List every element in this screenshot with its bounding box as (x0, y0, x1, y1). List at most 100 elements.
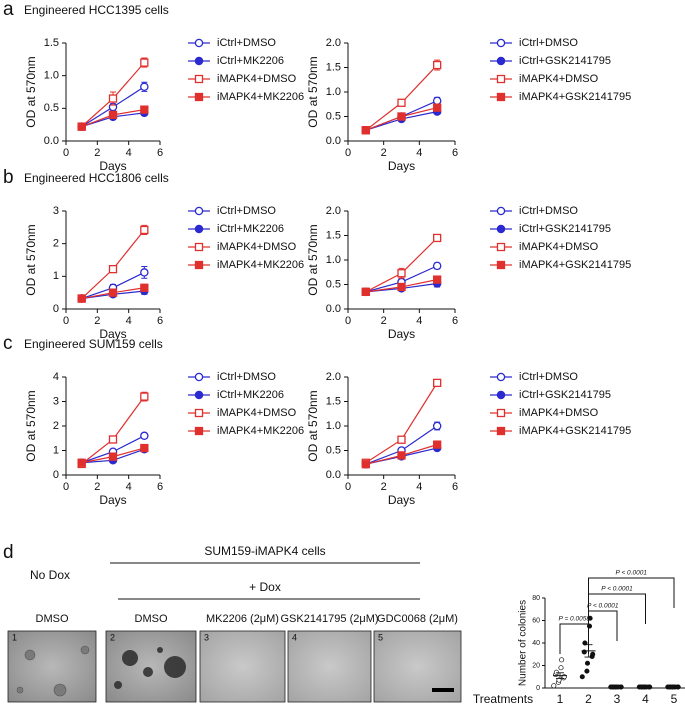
data-point (615, 684, 621, 690)
x-tick-label: 4 (416, 315, 422, 327)
legend-marker (194, 206, 204, 216)
marker (397, 282, 406, 292)
image-number: 4 (292, 632, 297, 642)
x-tick-label: 1 (557, 692, 564, 705)
data-point (672, 684, 678, 690)
x-tick-label: 4 (642, 692, 649, 705)
y-tick-label: 0.0 (326, 135, 341, 147)
marker (433, 440, 442, 449)
plus-dox: + Dox (249, 580, 281, 594)
x-axis-label: Days (99, 327, 126, 341)
legend-label: iMAPK4+DMSO (519, 241, 599, 253)
x-tick-label: 2 (585, 692, 592, 705)
marker (108, 94, 118, 103)
marker (77, 122, 86, 131)
colony (157, 647, 163, 653)
legend-marker (194, 390, 204, 400)
p-value: P < 0.0001 (601, 586, 633, 593)
legend-marker (496, 56, 506, 66)
x-tick-label: 3 (614, 692, 621, 705)
image-number: 2 (110, 632, 115, 642)
y-tick-label: 1 (53, 270, 59, 282)
marker (140, 392, 149, 401)
legend-marker (194, 372, 204, 382)
p-value: P < 0.0001 (616, 570, 648, 577)
data-point (586, 623, 593, 629)
marker (397, 269, 406, 278)
marker (140, 283, 149, 292)
data-point (559, 657, 565, 663)
y-tick-label: 2 (53, 238, 59, 250)
marker (397, 98, 406, 107)
x-tick-label: 6 (452, 481, 458, 493)
legend-marker (496, 38, 506, 48)
x-tick-label: 0 (345, 481, 351, 493)
marker (397, 435, 406, 444)
legend-marker (496, 372, 506, 382)
legend-marker (496, 92, 506, 102)
legend-label: iCtrl+MK2206 (217, 223, 284, 235)
y-tick-label: 2.0 (326, 205, 341, 217)
y-axis-label: Number of colonies (518, 600, 529, 686)
legend-marker (496, 224, 506, 234)
y-axis-label: OD at 570nm (24, 390, 38, 461)
legend-label: iCtrl+GSK2141795 (519, 55, 611, 67)
y-tick-label: 0 (53, 469, 59, 481)
legend-marker (194, 56, 204, 66)
legend-marker (194, 260, 204, 270)
y-axis-label: OD at 570nm (24, 56, 38, 127)
legend-label: iCtrl+GSK2141795 (519, 389, 611, 401)
data-point (584, 660, 591, 666)
x-tick-label: 6 (452, 315, 458, 327)
y-axis-label: OD at 570nm (306, 224, 320, 295)
marker (140, 82, 149, 92)
treatment-label: GDC0068 (2μM) (377, 613, 458, 625)
legend-marker (496, 426, 506, 436)
panel-label: c (3, 333, 13, 354)
data-point (610, 684, 616, 690)
y-axis-label: OD at 570nm (306, 56, 320, 127)
y-tick-label: 0.0 (326, 469, 341, 481)
micrograph (105, 630, 197, 703)
y-tick-label: 1.0 (44, 70, 59, 82)
x-tick-label: 0 (345, 315, 351, 327)
legend-marker (194, 426, 204, 436)
marker (77, 458, 86, 467)
colony (16, 686, 24, 694)
legend-marker (194, 408, 204, 418)
treatment-label: GSK2141795 (2μM) (280, 613, 378, 625)
marker (397, 451, 406, 460)
x-tick-label: 2 (94, 481, 100, 493)
y-tick-label: 3 (53, 395, 59, 407)
marker (432, 96, 442, 106)
x-tick-label: 4 (126, 315, 132, 327)
data-point (551, 683, 557, 689)
legend-marker (496, 74, 506, 84)
legend-label: iMAPK4+MK2206 (217, 425, 304, 437)
panel-label: a (3, 0, 14, 20)
legend-label: iMAPK4+DMSO (217, 407, 297, 419)
x-tick-label: 0 (63, 147, 69, 159)
micrograph (287, 630, 372, 703)
panel-title: Engineered HCC1395 cells (24, 3, 169, 17)
x-axis-label: Days (388, 493, 415, 507)
panel-title: Engineered SUM159 cells (24, 337, 163, 351)
y-tick-label: 1 (53, 444, 59, 456)
panel-label: d (3, 542, 14, 563)
image-number: 3 (204, 632, 209, 642)
y-tick-label: 2 (53, 420, 59, 432)
x-axis-label: Days (99, 159, 126, 173)
y-tick-label: 0.5 (326, 278, 341, 290)
panel-label: b (3, 167, 14, 188)
y-tick-label: 20 (532, 662, 540, 669)
legend-label: iMAPK4+DMSO (217, 241, 297, 253)
y-tick-label: 1.0 (326, 254, 341, 266)
x-axis-label: Days (388, 327, 415, 341)
x-tick-label: 5 (671, 692, 678, 705)
y-tick-label: 60 (532, 617, 540, 624)
y-tick-label: 3 (53, 205, 59, 217)
x-tick-label: 2 (381, 147, 387, 159)
legend-label: iCtrl+DMSO (217, 371, 276, 383)
legend-label: iCtrl+MK2206 (217, 55, 284, 67)
x-axis-label: Days (99, 493, 126, 507)
